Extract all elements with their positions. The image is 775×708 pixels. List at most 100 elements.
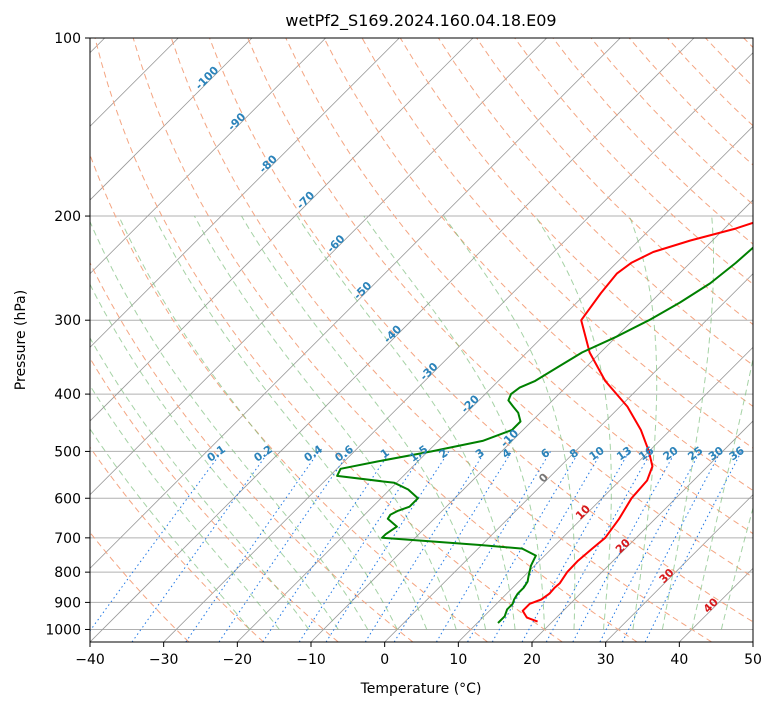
y-axis-title: Pressure (hPa): [13, 290, 29, 390]
x-tick-label: −20: [223, 652, 253, 668]
isotherm-line: [679, 567, 753, 642]
x-tick-label: 50: [744, 652, 762, 668]
mixing-ratio-label: 25: [685, 444, 705, 463]
x-tick-label: 0: [380, 652, 389, 668]
moist-adiabat-line: [90, 283, 339, 630]
mixing-ratio-line: [131, 451, 270, 642]
mixing-ratio-label: 1.5: [407, 443, 430, 465]
isotherm-line: [752, 641, 753, 642]
dry-adiabat-line: [90, 446, 264, 642]
isotherm-line: [90, 38, 474, 422]
y-tick-label: 800: [54, 565, 81, 581]
x-tick-label: −30: [149, 652, 179, 668]
dry-adiabat-line: [209, 38, 753, 623]
mixing-ratio-label: 0.2: [252, 443, 275, 465]
mixing-ratio-label: 0.6: [333, 443, 357, 465]
mixing-ratio-line: [644, 451, 742, 642]
isotherm-line: [90, 38, 621, 569]
adiabat-label: 40: [701, 595, 721, 615]
mixing-ratio-label: 0.4: [302, 443, 326, 465]
x-tick-label: 40: [670, 652, 688, 668]
adiabat-label: -80: [257, 152, 280, 175]
x-axis-title: Temperature (°C): [360, 681, 482, 697]
moist-adiabat-line: [193, 215, 457, 630]
mixing-ratio-line: [262, 451, 391, 642]
mixing-ratio-line: [90, 451, 223, 632]
mixing-ratio-line: [218, 451, 351, 642]
y-axis-ticks: 100 200 300 400 500 600 700 800 900 1000: [45, 31, 90, 638]
dry-adiabat-line: [743, 38, 753, 49]
adiabat-label: -40: [381, 322, 404, 345]
x-tick-label: −40: [75, 652, 105, 668]
plot-frame: [89, 37, 754, 643]
dry-adiabat-line: [247, 38, 753, 578]
moist-adiabat-line: [363, 215, 545, 630]
x-tick-label: 30: [597, 652, 615, 668]
y-tick-label: 600: [54, 491, 81, 507]
moist-adiabat-line: [691, 356, 753, 630]
mixing-ratio-label: 10: [587, 444, 607, 464]
moist-adiabat-line: [118, 215, 398, 630]
adiabat-label: -10: [498, 427, 521, 450]
isotherm-line: [163, 52, 753, 642]
isotherm-line: [90, 38, 695, 642]
dry-adiabat-line: [437, 38, 753, 366]
isotherm-line: [531, 420, 753, 642]
mixing-ratio-line: [545, 451, 652, 642]
y-tick-label: 100: [54, 31, 81, 47]
dry-adiabat-line: [285, 38, 753, 535]
mixing-ratio-line: [467, 451, 580, 642]
adiabat-label: -60: [324, 232, 347, 255]
mixing-ratio-label: 20: [661, 444, 681, 464]
mixing-ratio-line: [393, 451, 513, 642]
dry-adiabat-line: [170, 38, 712, 642]
dry-adiabat-line: [90, 357, 339, 642]
moist-adiabat-line: [153, 215, 428, 630]
y-tick-label: 300: [54, 313, 81, 329]
profile-series: [336, 221, 753, 624]
isotherm-line: [90, 38, 253, 201]
dry-adiabat-line: [514, 38, 753, 285]
adiabat-label: 20: [613, 536, 633, 556]
moist-adiabat-line: [90, 384, 280, 630]
chart-title: wetPf2_S169.2024.160.04.18.E09: [285, 11, 556, 31]
mixing-ratio-label: 0.1: [205, 443, 228, 465]
x-tick-label: 20: [523, 652, 541, 668]
moist-adiabat-line: [443, 215, 576, 630]
dry-adiabat-line: [90, 153, 488, 642]
x-tick-label: 10: [449, 652, 467, 668]
moist-adiabat-line: [628, 215, 658, 630]
dewpoint-profile-line: [336, 246, 753, 624]
y-tick-label: 900: [54, 595, 81, 611]
dry-adiabat-line: [667, 38, 753, 127]
adiabat-label: -90: [225, 110, 248, 133]
moist-adiabat-line: [90, 337, 310, 630]
x-tick-label: −10: [296, 652, 326, 668]
moist-adiabat-line: [661, 215, 714, 630]
mixing-ratio-line: [364, 451, 486, 642]
isotherm-line: [605, 494, 753, 642]
dry-adiabat-line: [94, 38, 563, 642]
x-axis-ticks: −40 −30 −20 −10 0 10 20 30 40 50: [75, 642, 762, 668]
moist-adiabat-line: [90, 428, 251, 630]
mixing-ratio-lines: [90, 451, 742, 642]
dry-adiabat-line: [476, 38, 753, 326]
mixing-ratio-label: 36: [727, 444, 747, 464]
moist-adiabat-line: [241, 215, 487, 630]
moist-adiabat-line: [90, 220, 369, 630]
mixing-ratio-line: [572, 451, 676, 642]
isotherm-line: [458, 346, 753, 642]
mixing-ratio-line: [185, 451, 320, 642]
mixing-ratio-line: [325, 451, 450, 642]
isotherm-line: [384, 273, 753, 642]
y-tick-label: 200: [54, 209, 81, 225]
moist-adiabats: [90, 215, 753, 630]
mixing-ratio-label: 3: [473, 446, 487, 461]
y-tick-label: 500: [54, 444, 81, 460]
dry-adiabat-line: [323, 38, 753, 492]
y-tick-label: 400: [54, 387, 81, 403]
y-tick-label: 700: [54, 531, 81, 547]
isotherm-line: [90, 38, 326, 275]
adiabat-label: -20: [459, 392, 482, 415]
temperature-profile-line: [521, 221, 753, 623]
